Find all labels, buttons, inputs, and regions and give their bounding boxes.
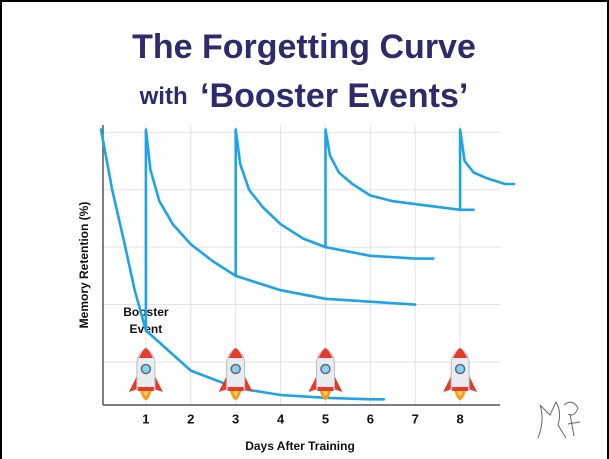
- rocket-flame-inner: [322, 390, 329, 396]
- curve: [324, 128, 475, 249]
- rocket-flame-inner: [457, 390, 464, 396]
- rocket-window: [230, 363, 241, 375]
- rocket-base: [227, 387, 244, 391]
- rocket-icon: [218, 347, 253, 400]
- rocket-flame-inner: [232, 390, 239, 396]
- subtitle-part: with: [139, 83, 188, 110]
- rocket-fin: [468, 376, 478, 392]
- curve: [144, 128, 417, 332]
- rocket-base: [452, 387, 469, 391]
- curve: [458, 128, 516, 212]
- x-tick-label: 1: [142, 411, 149, 426]
- x-tick-label: 7: [412, 411, 419, 426]
- rocket-window: [320, 363, 331, 375]
- logo-sketch: [537, 401, 581, 439]
- curve: [234, 128, 435, 278]
- logo-stroke: [563, 401, 581, 437]
- chart-subtitle: with ‘Booster Events’: [139, 77, 469, 115]
- x-tick-label: 6: [367, 411, 374, 426]
- rocket-fin: [153, 376, 163, 392]
- rocket-fin: [308, 376, 318, 392]
- rocket-fin: [128, 376, 138, 392]
- rocket-icon: [308, 347, 343, 400]
- curve: [99, 128, 386, 401]
- x-tick-label: 4: [277, 411, 285, 426]
- x-tick-label: 3: [232, 411, 239, 426]
- rocket-nose: [318, 348, 333, 358]
- x-tick-label: 2: [187, 411, 194, 426]
- rocket-nose: [228, 348, 243, 358]
- logo-stroke: [537, 401, 567, 439]
- rocket-base: [317, 387, 334, 391]
- rocket-fin: [243, 376, 253, 392]
- subtitle-part: ‘Booster Events’: [200, 77, 468, 115]
- rocket-icon: [128, 347, 163, 400]
- rocket-nose: [138, 348, 153, 358]
- rocket-fin: [218, 376, 228, 392]
- y-axis-label: Memory Retention (%): [77, 202, 91, 329]
- rocket-window: [454, 363, 466, 375]
- rocket-window: [140, 363, 152, 375]
- rocket-base: [137, 387, 154, 391]
- rocket-flame-inner: [142, 390, 149, 396]
- x-axis-label: Days After Training: [245, 439, 355, 453]
- x-tick-label: 8: [457, 411, 464, 426]
- chart-title: The Forgetting Curve: [132, 28, 476, 66]
- rocket-icon: [443, 347, 478, 400]
- x-tick-label: 5: [322, 411, 329, 426]
- rocket-fin: [333, 376, 343, 392]
- rocket-fin: [443, 376, 453, 392]
- rocket-nose: [453, 348, 468, 358]
